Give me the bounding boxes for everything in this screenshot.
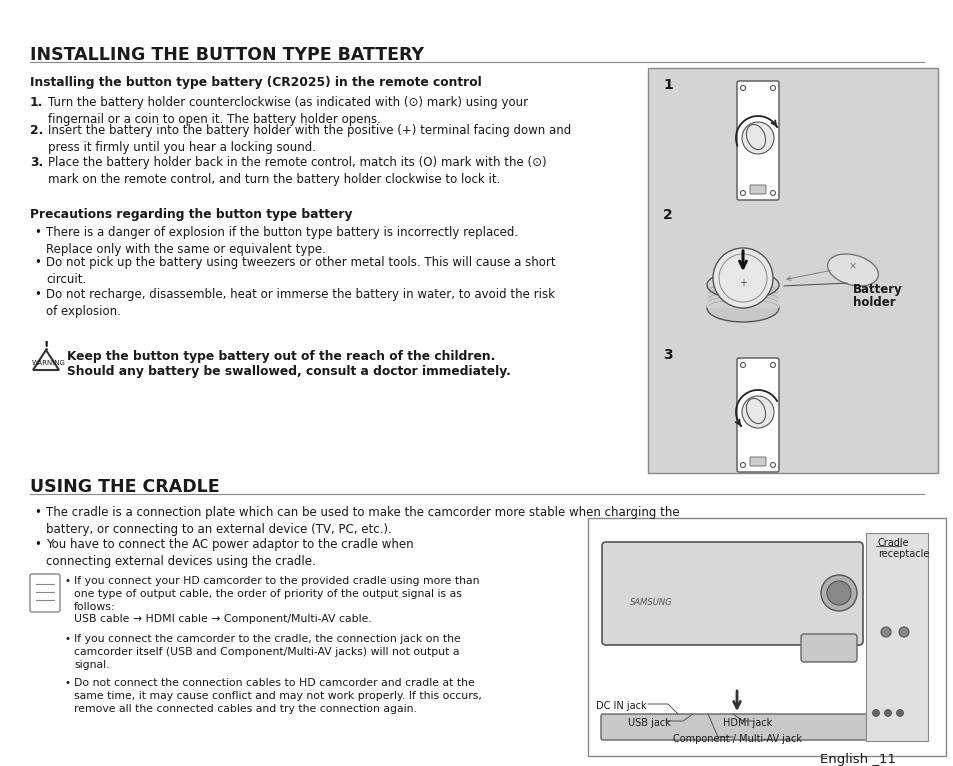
FancyBboxPatch shape — [749, 185, 765, 194]
Text: •: • — [34, 538, 41, 551]
Text: Do not connect the connection cables to HD camcorder and cradle at the
same time: Do not connect the connection cables to … — [74, 678, 481, 714]
Text: holder: holder — [852, 296, 895, 309]
Text: Battery: Battery — [852, 283, 902, 296]
Text: Do not pick up the battery using tweezers or other metal tools. This will cause : Do not pick up the battery using tweezer… — [46, 256, 555, 286]
Ellipse shape — [706, 294, 779, 322]
FancyBboxPatch shape — [801, 634, 856, 662]
Text: 1.: 1. — [30, 96, 43, 109]
Circle shape — [741, 122, 773, 154]
Text: You have to connect the AC power adaptor to the cradle when
connecting external : You have to connect the AC power adaptor… — [46, 538, 414, 568]
Text: +: + — [739, 278, 746, 288]
Text: Do not recharge, disassemble, heat or immerse the battery in water, to avoid the: Do not recharge, disassemble, heat or im… — [46, 288, 555, 318]
Circle shape — [896, 709, 902, 716]
Text: Cradle: Cradle — [877, 538, 908, 548]
Text: 2: 2 — [662, 208, 672, 222]
Text: Should any battery be swallowed, consult a doctor immediately.: Should any battery be swallowed, consult… — [67, 365, 511, 378]
Text: Place the battery holder back in the remote control, match its (O) mark with the: Place the battery holder back in the rem… — [48, 156, 546, 186]
Circle shape — [821, 575, 856, 611]
Text: •: • — [34, 506, 41, 519]
Text: If you connect the camcorder to the cradle, the connection jack on the
camcorder: If you connect the camcorder to the crad… — [74, 634, 460, 669]
Text: 3.: 3. — [30, 156, 43, 169]
Circle shape — [712, 248, 772, 308]
FancyBboxPatch shape — [737, 81, 779, 200]
Text: INSTALLING THE BUTTON TYPE BATTERY: INSTALLING THE BUTTON TYPE BATTERY — [30, 46, 423, 64]
Text: WARNING: WARNING — [32, 360, 66, 366]
FancyBboxPatch shape — [749, 457, 765, 466]
Text: If you connect your HD camcorder to the provided cradle using more than
one type: If you connect your HD camcorder to the … — [74, 576, 479, 624]
Text: English _11: English _11 — [820, 753, 895, 766]
FancyBboxPatch shape — [600, 714, 867, 740]
Text: Precautions regarding the button type battery: Precautions regarding the button type ba… — [30, 208, 352, 221]
Text: HDMI jack: HDMI jack — [722, 718, 771, 728]
Circle shape — [880, 627, 890, 637]
Text: Installing the button type battery (CR2025) in the remote control: Installing the button type battery (CR20… — [30, 76, 481, 89]
Text: •: • — [64, 634, 70, 644]
Ellipse shape — [826, 254, 878, 286]
Text: The cradle is a connection plate which can be used to make the camcorder more st: The cradle is a connection plate which c… — [46, 506, 679, 536]
Circle shape — [741, 396, 773, 428]
FancyBboxPatch shape — [30, 574, 60, 612]
FancyBboxPatch shape — [737, 358, 779, 472]
Text: 3: 3 — [662, 348, 672, 362]
Text: There is a danger of explosion if the button type battery is incorrectly replace: There is a danger of explosion if the bu… — [46, 226, 517, 256]
FancyBboxPatch shape — [865, 533, 927, 741]
Text: Component / Multi-AV jack: Component / Multi-AV jack — [672, 734, 801, 744]
Text: 2.: 2. — [30, 124, 43, 137]
Text: !: ! — [43, 340, 49, 353]
FancyBboxPatch shape — [647, 68, 937, 473]
Text: •: • — [34, 226, 41, 239]
Circle shape — [898, 627, 908, 637]
Text: SAMSUNG: SAMSUNG — [629, 598, 672, 607]
Text: USING THE CRADLE: USING THE CRADLE — [30, 478, 219, 496]
Text: Turn the battery holder counterclockwise (as indicated with (⊙) mark) using your: Turn the battery holder counterclockwise… — [48, 96, 528, 126]
Text: receptacle: receptacle — [877, 549, 928, 559]
Text: Keep the button type battery out of the reach of the children.: Keep the button type battery out of the … — [67, 350, 495, 363]
FancyBboxPatch shape — [587, 518, 945, 756]
FancyBboxPatch shape — [601, 542, 862, 645]
FancyBboxPatch shape — [706, 286, 779, 308]
Text: DC IN jack: DC IN jack — [596, 701, 646, 711]
Text: •: • — [34, 288, 41, 301]
Circle shape — [883, 709, 890, 716]
Text: ×: × — [848, 261, 856, 271]
Text: 1: 1 — [662, 78, 672, 92]
Text: •: • — [34, 256, 41, 269]
Text: USB jack: USB jack — [627, 718, 670, 728]
Text: •: • — [64, 678, 70, 688]
Circle shape — [872, 709, 879, 716]
Text: Insert the battery into the battery holder with the positive (+) terminal facing: Insert the battery into the battery hold… — [48, 124, 571, 154]
Text: •: • — [64, 576, 70, 586]
Circle shape — [826, 581, 850, 605]
